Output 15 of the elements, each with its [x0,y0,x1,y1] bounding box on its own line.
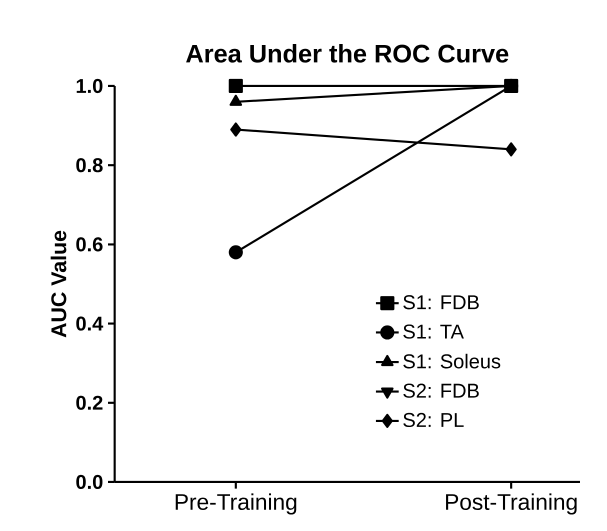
legend-label: S2: PL [403,412,464,428]
legend-label: S1: FDB [403,295,479,310]
x-tick-label: Pre-Training [176,493,296,514]
chart-title: Area Under the ROC Curve [186,44,508,63]
y-tick-label: 0.8 [76,158,103,172]
legend-label: S1: TA [403,324,464,339]
y-tick-label: 0.4 [76,316,104,331]
y-tick-label: 1.0 [76,78,102,94]
y-tick-label: 0.0 [76,474,102,490]
y-axis-title: AUC Value [50,230,66,338]
x-tick-label: Post-Training [446,493,577,514]
legend-label: S1: Soleus [403,354,500,368]
y-tick-label: 0.2 [76,396,102,410]
y-tick-label: 0.6 [76,237,103,252]
legend-label: S2: FDB [403,384,479,398]
